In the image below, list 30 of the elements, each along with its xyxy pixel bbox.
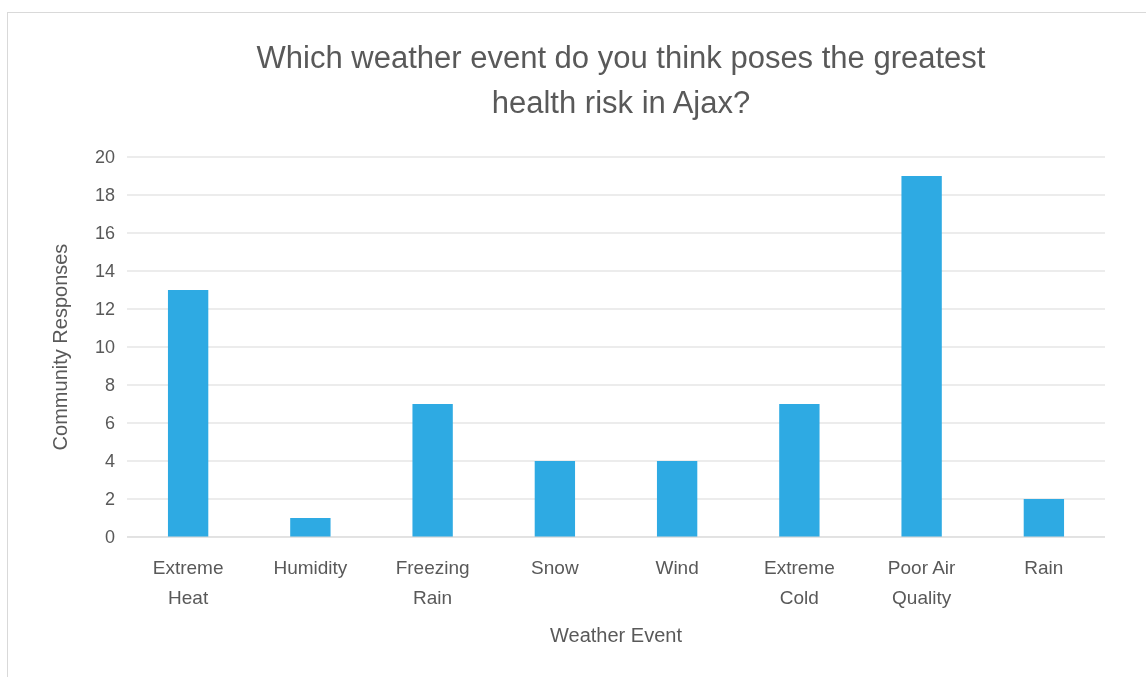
y-axis-title: Community Responses: [49, 243, 71, 451]
y-tick-label: 2: [104, 489, 115, 510]
x-tick-label: Extreme Heat: [152, 557, 224, 608]
bar: [901, 176, 942, 537]
y-tick-label: 6: [104, 413, 115, 434]
y-tick-label: 12: [94, 299, 115, 320]
bar: [534, 461, 576, 537]
y-tick-label: 0: [104, 527, 115, 548]
y-tick-label: 14: [94, 261, 115, 282]
x-tick-label: Freezing Rain: [395, 557, 470, 608]
y-tick-label: 8: [104, 375, 115, 396]
x-tick-label: Extreme Cold: [764, 557, 835, 608]
bar: [779, 404, 820, 537]
y-tick-label: 20: [94, 147, 115, 168]
x-tick-label: Wind: [655, 557, 699, 578]
bar: [656, 461, 698, 537]
x-tick-label: Poor Air Quality: [887, 557, 957, 608]
x-tick-label: Snow: [531, 557, 579, 578]
bar: [290, 518, 331, 537]
chart-title: Which weather event do you think poses the greatest health risk in Ajax?: [256, 40, 986, 120]
y-tick-label: 16: [94, 223, 115, 244]
bar: [412, 404, 453, 537]
x-axis-title: Weather Event: [550, 624, 683, 646]
y-tick-label: 10: [94, 337, 115, 358]
x-tick-label: Humidity: [273, 557, 348, 578]
y-tick-label: 18: [94, 185, 115, 206]
x-tick-label: Rain: [1024, 557, 1064, 578]
bar: [167, 290, 209, 537]
y-tick-label: 4: [104, 451, 115, 472]
bar: [1023, 499, 1065, 537]
